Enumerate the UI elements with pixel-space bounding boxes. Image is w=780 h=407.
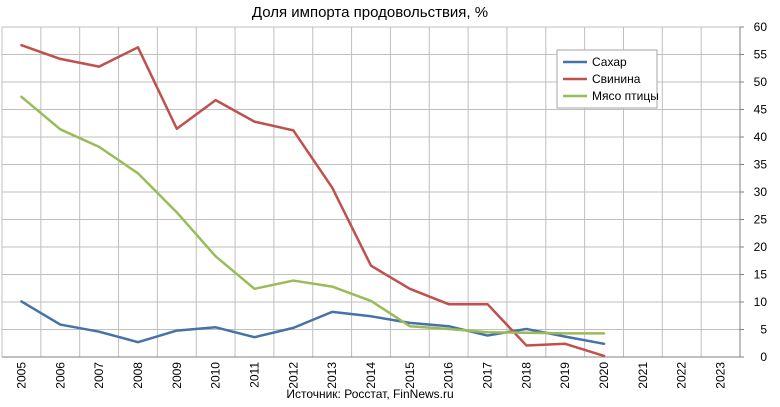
x-tick-label: 2015 — [403, 362, 417, 389]
chart-source: Источник: Росстат, FinNews.ru — [286, 387, 454, 401]
x-tick-label: 2007 — [92, 362, 106, 389]
legend-label: Сахар — [592, 55, 627, 69]
x-tick-label: 2010 — [209, 362, 223, 389]
x-tick-label: 2009 — [170, 362, 184, 389]
legend-label: Свинина — [592, 72, 641, 86]
series-line — [20, 95, 606, 335]
x-tick-label: 2021 — [636, 362, 650, 389]
y-tick-label: 5 — [760, 323, 767, 337]
x-tick-label: 2013 — [325, 362, 339, 389]
x-tick-label: 2012 — [286, 362, 300, 389]
y-tick-label: 40 — [754, 130, 768, 144]
series-lines — [20, 43, 606, 358]
y-tick-label: 60 — [754, 20, 768, 34]
y-tick-label: 30 — [754, 185, 768, 199]
y-tick-label: 55 — [754, 48, 768, 62]
y-tick-label: 0 — [760, 350, 767, 364]
y-tick-label: 20 — [754, 240, 768, 254]
x-tick-label: 2008 — [131, 362, 145, 389]
x-tick-label: 2017 — [481, 362, 495, 389]
legend-label: Мясо птицы — [592, 89, 659, 103]
y-tick-label: 10 — [754, 295, 768, 309]
y-tick-label: 50 — [754, 75, 768, 89]
x-tick-label: 2019 — [558, 362, 572, 389]
series-line — [20, 43, 606, 358]
y-tick-label: 25 — [754, 213, 768, 227]
x-tick-label: 2014 — [364, 362, 378, 389]
y-tick-label: 15 — [754, 268, 768, 282]
x-tick-label: 2018 — [519, 362, 533, 389]
y-tick-label: 35 — [754, 158, 768, 172]
x-tick-label: 2011 — [247, 362, 261, 388]
x-tick-label: 2022 — [675, 362, 689, 389]
chart-title: Доля импорта продовольствия, % — [251, 4, 489, 21]
x-tick-label: 2016 — [442, 362, 456, 389]
axes: 0 5 10 15 20 25 30 35 40 45 50 55 60 2005 2006 2007 2008… — [2, 20, 767, 389]
y-tick-label: 45 — [754, 103, 768, 117]
legend: Сахар Свинина Мясо птицы — [556, 49, 659, 109]
x-tick-label: 2005 — [14, 362, 28, 389]
x-tick-label: 2020 — [597, 362, 611, 389]
x-tick-label: 2006 — [53, 362, 67, 389]
x-tick-label: 2023 — [714, 362, 728, 389]
